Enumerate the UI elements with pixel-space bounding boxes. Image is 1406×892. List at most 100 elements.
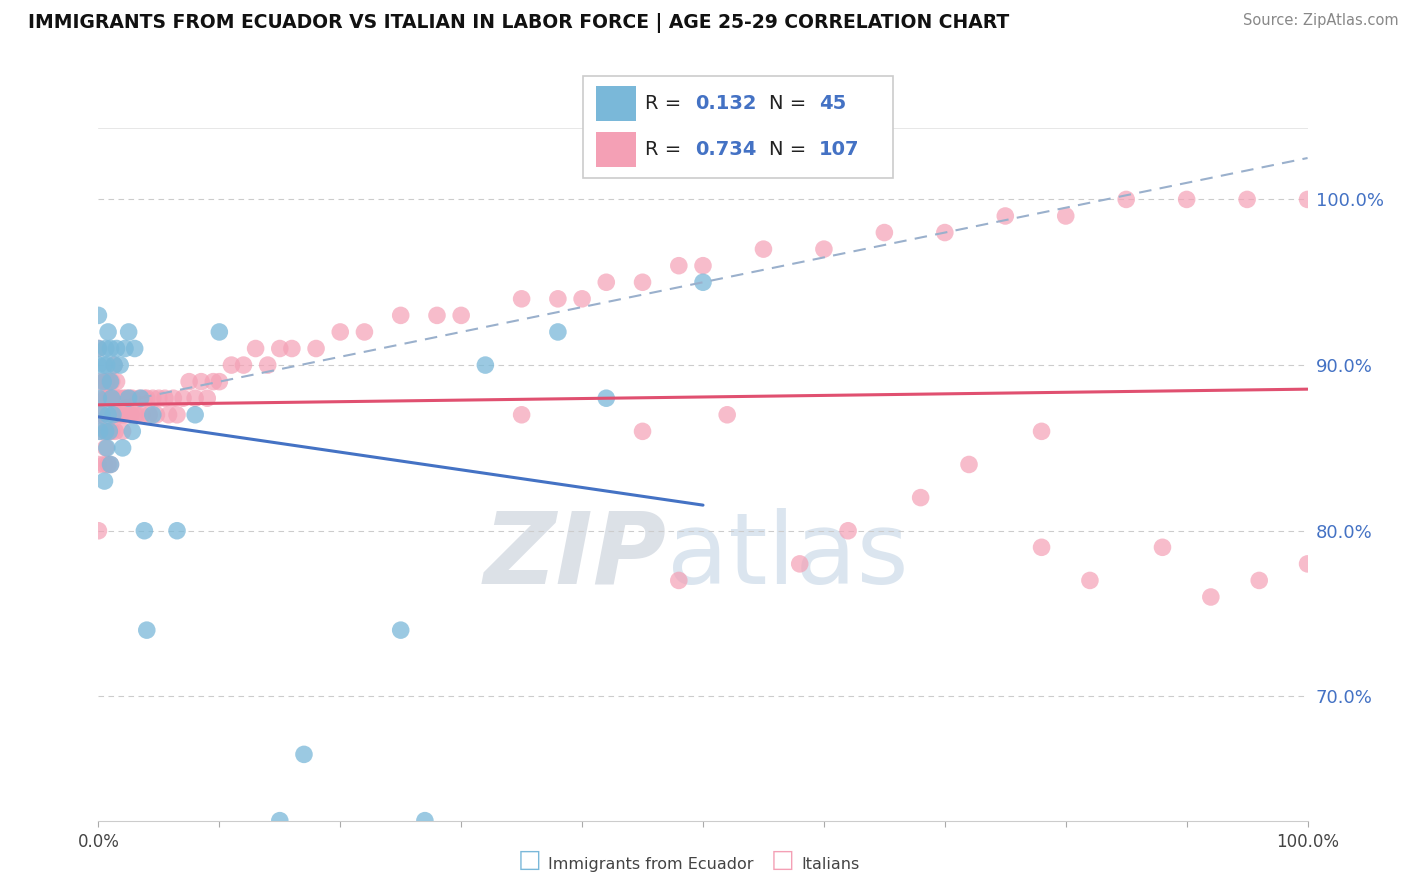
Point [94,391,117,405]
Point [96,358,118,372]
Point [87,358,110,372]
Point [957,458,980,472]
Point [138,408,160,422]
Point [96,425,118,439]
Point [172,391,194,405]
Point [112,391,135,405]
Point [153,391,176,405]
Point [162,391,184,405]
Point [269,342,291,356]
Point [100,458,122,472]
Point [353,325,375,339]
Point [111,425,134,439]
Point [256,358,278,372]
Point [716,408,738,422]
Point [281,342,304,356]
Point [103,358,125,372]
Point [118,391,141,405]
Point [292,747,315,762]
Point [87,342,110,356]
Text: IMMIGRANTS FROM ECUADOR VS ITALIAN IN LABOR FORCE | AGE 25-29 CORRELATION CHART: IMMIGRANTS FROM ECUADOR VS ITALIAN IN LA… [28,13,1010,33]
Point [1296,557,1319,571]
Point [97,408,120,422]
Point [100,342,122,356]
Point [208,325,231,339]
Point [98,425,121,439]
Point [1175,193,1198,207]
Text: Source: ZipAtlas.com: Source: ZipAtlas.com [1243,13,1399,29]
Point [108,391,131,405]
Point [96,441,118,455]
Point [114,342,136,356]
Point [269,814,291,828]
Point [100,391,122,405]
Text: atlas: atlas [666,508,908,605]
Point [184,408,207,422]
Point [184,391,207,405]
Point [994,209,1017,223]
Point [111,441,134,455]
Point [129,391,152,405]
Point [87,391,110,405]
Point [94,342,117,356]
Point [97,325,120,339]
Point [118,408,141,422]
Point [135,623,157,637]
Point [105,375,128,389]
Point [1249,574,1271,588]
Point [104,425,127,439]
Point [94,441,117,455]
Point [1296,193,1319,207]
Point [1115,193,1137,207]
Point [87,458,110,472]
Point [510,292,533,306]
Point [93,375,115,389]
Text: □: □ [770,848,794,872]
Text: N =: N = [769,140,813,159]
Point [510,408,533,422]
Point [166,408,188,422]
Point [105,342,128,356]
Point [100,458,122,472]
Point [668,259,690,273]
Point [89,425,111,439]
Text: R =: R = [645,94,688,113]
Point [108,358,131,372]
Point [166,524,188,538]
Text: □: □ [517,848,541,872]
Point [103,391,125,405]
Point [145,408,167,422]
Point [837,524,859,538]
Point [413,814,436,828]
Point [1152,541,1174,555]
Point [668,574,690,588]
Point [789,557,811,571]
Point [90,425,112,439]
Point [595,391,617,405]
Point [134,391,156,405]
Point [179,375,201,389]
Point [98,375,121,389]
Point [87,309,110,323]
Text: Immigrants from Ecuador: Immigrants from Ecuador [548,857,754,872]
Point [101,408,124,422]
Point [118,391,141,405]
Text: R =: R = [645,140,688,159]
Point [87,342,110,356]
Point [118,325,141,339]
Point [208,375,231,389]
Point [547,325,569,339]
Point [97,391,120,405]
Point [124,408,146,422]
Point [934,226,956,240]
Point [100,391,122,405]
Point [100,425,122,439]
Point [94,425,117,439]
Point [101,408,124,422]
Point [134,524,156,538]
Point [474,358,496,372]
Point [232,358,254,372]
Point [87,375,110,389]
Point [631,425,654,439]
Point [121,391,143,405]
